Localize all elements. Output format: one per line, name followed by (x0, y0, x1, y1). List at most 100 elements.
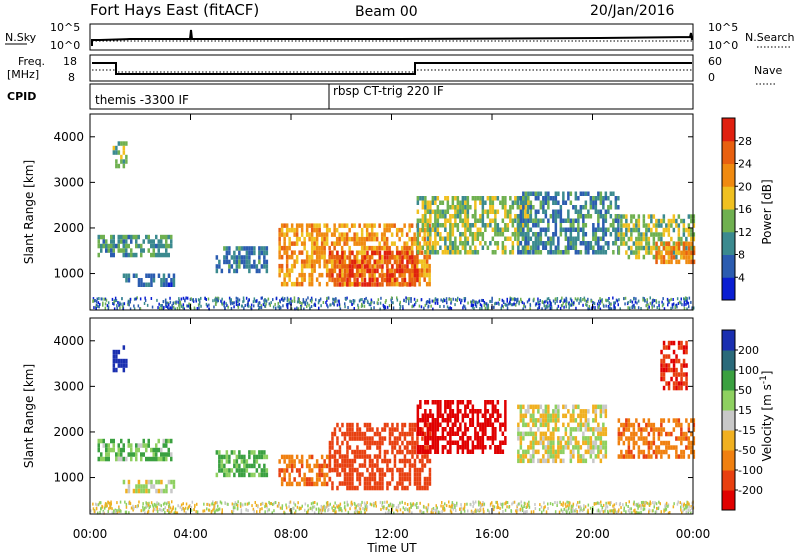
echo-cell (521, 506, 524, 510)
echo-cell (504, 214, 507, 219)
echo-cell (494, 218, 497, 223)
echo-cell (376, 458, 379, 464)
echo-cell (113, 302, 115, 306)
echo-cell (381, 427, 384, 432)
echo-cell (660, 449, 663, 455)
echo-cell (248, 259, 251, 265)
echo-cell (491, 209, 495, 214)
echo-cell (642, 440, 646, 446)
echo-cell (280, 468, 284, 473)
echo-cell (436, 409, 440, 414)
echo-cell (371, 282, 374, 287)
echo-cell (429, 232, 432, 237)
echo-cell (135, 252, 138, 258)
echo-cell (451, 422, 455, 427)
echo-cell (436, 209, 440, 214)
echo-cell (630, 449, 633, 455)
echo-cell (368, 259, 372, 265)
echo-cell (398, 436, 402, 441)
echo-cell (338, 236, 341, 242)
echo-cell (649, 509, 651, 513)
echo-cell (361, 255, 364, 260)
echo-cell (418, 259, 421, 264)
echo-cell (262, 303, 265, 307)
echo-cell (411, 436, 414, 441)
echo-cell (444, 236, 447, 241)
echo-cell (336, 264, 339, 269)
echo-cell (356, 282, 359, 287)
echo-cell (416, 422, 420, 427)
echo-cell (348, 472, 352, 477)
echo-cell (479, 307, 481, 311)
echo-cell (592, 508, 594, 512)
echo-cell (434, 200, 437, 205)
echo-cell (686, 503, 688, 507)
echo-cell (371, 463, 374, 468)
echo-cell (560, 298, 562, 302)
echo-cell (534, 422, 538, 428)
echo-cell (549, 307, 552, 310)
echo-cell (408, 302, 410, 306)
echo-cell (683, 297, 685, 301)
echo-cell (275, 306, 277, 310)
echo-cell (364, 511, 366, 515)
echo-cell (685, 376, 688, 382)
echo-cell (421, 227, 425, 232)
echo-cell (599, 427, 603, 432)
echo-cell (685, 431, 688, 437)
echo-cell (172, 278, 176, 283)
echo-cell (542, 218, 545, 223)
echo-cell (331, 440, 334, 446)
echo-cell (464, 250, 467, 255)
echo-cell (456, 501, 458, 505)
echo-cell (642, 504, 645, 508)
echo-cell (655, 454, 658, 459)
echo-cell (609, 509, 611, 513)
echo-cell (386, 273, 389, 278)
echo-cell (385, 241, 389, 246)
echo-cell (420, 250, 424, 255)
echo-cell (195, 298, 197, 302)
echo-cell (416, 476, 419, 482)
echo-cell (421, 458, 424, 464)
echo-cell (542, 200, 545, 205)
echo-cell (675, 445, 678, 450)
echo-cell (569, 236, 573, 241)
echo-cell (120, 456, 123, 462)
echo-cell (431, 427, 435, 432)
echo-cell (506, 209, 510, 214)
echo-cell (554, 200, 558, 205)
echo-cell (314, 501, 316, 504)
echo-cell (368, 485, 372, 491)
echo-cell (637, 436, 641, 441)
echo-cell (393, 454, 397, 459)
echo-cell (401, 472, 404, 477)
echo-cell (622, 241, 626, 246)
echo-cell (601, 300, 603, 304)
echo-cell (279, 300, 281, 304)
echo-cell (656, 306, 658, 309)
echo-cell (356, 431, 359, 437)
echo-cell (559, 250, 563, 255)
echo-cell (125, 159, 128, 164)
echo-cell (310, 477, 314, 482)
echo-cell (431, 241, 435, 246)
echo-cell (567, 196, 570, 201)
echo-cell (466, 223, 470, 228)
echo-cell (564, 250, 568, 255)
echo-cell (434, 400, 437, 405)
echo-cell (248, 298, 250, 302)
echo-cell (634, 503, 636, 507)
echo-cell (432, 510, 434, 514)
echo-cell (640, 504, 643, 508)
echo-cell (456, 431, 460, 436)
echo-cell (293, 501, 295, 505)
echo-cell (310, 305, 313, 308)
echo-cell (527, 236, 530, 241)
echo-cell (662, 345, 666, 350)
echo-cell (338, 463, 342, 468)
echo-cell (343, 501, 346, 505)
echo-cell (235, 463, 239, 469)
echo-cell (346, 264, 349, 269)
echo-cell (118, 304, 120, 308)
